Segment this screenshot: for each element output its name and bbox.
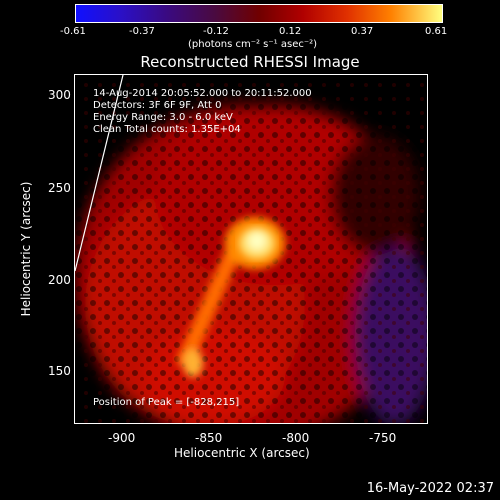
x-axis-label: Heliocentric X (arcsec) (174, 446, 310, 460)
emission-map (75, 75, 427, 423)
time-range-label: 14-Aug-2014 20:05:52.000 to 20:11:52.000 (93, 88, 312, 99)
colorbar-units: (photons cm⁻² s⁻¹ asec⁻²) (188, 39, 318, 50)
generated-date: 16-May-2022 02:37 (366, 481, 494, 496)
energy-range-label: Energy Range: 3.0 - 6.0 keV (93, 112, 233, 123)
rhessi-image: 14-Aug-2014 20:05:52.000 to 20:11:52.000… (74, 74, 428, 424)
y-tick-label: 200 (48, 273, 71, 287)
x-tick-label: -900 (108, 431, 136, 445)
colorbar-tick: -0.37 (129, 26, 155, 37)
x-tick-label: -800 (282, 431, 310, 445)
colorbar-tick: -0.12 (203, 26, 229, 37)
colorbar-tick: 0.12 (279, 26, 302, 37)
x-tick-label: -850 (195, 431, 223, 445)
colorbar (75, 4, 443, 23)
peak-position-label: Position of Peak = [-828,215] (93, 397, 240, 408)
y-tick-label: 250 (48, 181, 71, 195)
detectors-label: Detectors: 3F 6F 9F, Att 0 (93, 100, 222, 111)
y-tick-label: 150 (48, 364, 71, 378)
y-axis-label: Heliocentric Y (arcsec) (19, 181, 33, 317)
colorbar-tick: 0.37 (351, 26, 374, 37)
colorbar-tick: -0.61 (60, 26, 86, 37)
clean-counts-label: Clean Total counts: 1.35E+04 (93, 124, 241, 135)
image-title: Reconstructed RHESSI Image (140, 53, 360, 71)
colorbar-tick: 0.61 (425, 26, 448, 37)
y-tick-label: 300 (48, 88, 71, 102)
x-tick-label: -750 (369, 431, 397, 445)
